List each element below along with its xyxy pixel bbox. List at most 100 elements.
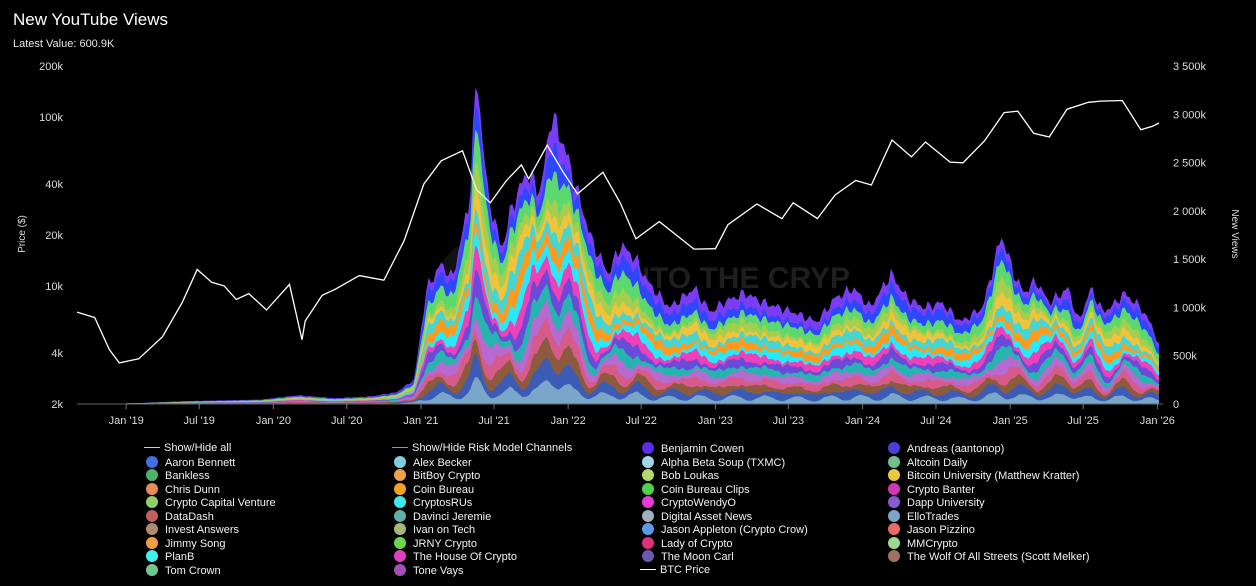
legend-label: BitBoy Crypto bbox=[413, 470, 481, 482]
legend-label: Show/Hide Risk Model Channels bbox=[412, 442, 573, 454]
legend-item[interactable]: Crypto Capital Venture bbox=[146, 496, 276, 509]
legend-item[interactable]: Coin Bureau Clips bbox=[642, 482, 750, 496]
legend-label: PlanB bbox=[165, 551, 195, 563]
legend-dot-swatch bbox=[642, 509, 654, 522]
legend-item[interactable]: Jimmy Song bbox=[146, 536, 226, 550]
legend-item[interactable]: The Wolf Of All Streets (Scott Melker) bbox=[888, 550, 1090, 563]
legend-item[interactable]: CryptosRUs bbox=[394, 496, 472, 509]
legend-label: Bankless bbox=[165, 470, 210, 482]
legend-dot-swatch bbox=[394, 563, 406, 576]
legend-item[interactable]: Altcoin Daily bbox=[888, 455, 968, 469]
x-tick-label: Jan '26 bbox=[1140, 415, 1175, 427]
legend-item[interactable]: Invest Answers bbox=[146, 523, 239, 536]
legend-label: Crypto Capital Venture bbox=[165, 497, 276, 509]
legend-label: The Wolf Of All Streets (Scott Melker) bbox=[907, 551, 1090, 563]
legend-label: Crypto Banter bbox=[907, 483, 975, 496]
legend-item[interactable]: BitBoy Crypto bbox=[394, 469, 480, 482]
legend-line-swatch bbox=[392, 447, 408, 448]
legend-item[interactable]: Benjamin Cowen bbox=[642, 442, 744, 455]
legend-item[interactable]: Andreas (aantonop) bbox=[888, 442, 1004, 455]
legend-item[interactable]: Jason Appleton (Crypto Crow) bbox=[642, 523, 808, 536]
legend-dot-swatch bbox=[146, 455, 158, 468]
legend-dot-swatch bbox=[146, 550, 158, 562]
left-tick-label: 4k bbox=[51, 348, 63, 360]
btc-price-line-group bbox=[76, 99, 1160, 364]
legend-label: The House Of Crypto bbox=[413, 551, 517, 563]
right-tick-label: 2 500k bbox=[1173, 158, 1207, 170]
legend-dot-swatch bbox=[394, 455, 406, 468]
legend-item[interactable]: Jason Pizzino bbox=[888, 523, 975, 536]
legend-label: Davinci Jeremie bbox=[413, 510, 492, 523]
legend-item[interactable]: Alpha Beta Soup (TXMC) bbox=[642, 455, 785, 469]
legend-dot-swatch bbox=[888, 482, 900, 495]
legend-label: Coin Bureau Clips bbox=[661, 483, 750, 496]
legend-item[interactable]: MMCrypto bbox=[888, 536, 958, 550]
legend-item[interactable]: Show/Hide Risk Model Channels bbox=[392, 442, 573, 455]
legend-item[interactable]: BTC Price bbox=[640, 563, 711, 577]
legend-item[interactable]: Chris Dunn bbox=[146, 482, 220, 496]
legend-item[interactable]: ElloTrades bbox=[888, 509, 959, 523]
legend-item[interactable]: The Moon Carl bbox=[642, 550, 734, 563]
legend-label: BTC Price bbox=[660, 563, 711, 576]
stacked-view-areas bbox=[126, 87, 1160, 405]
legend-item[interactable]: Crypto Banter bbox=[888, 482, 975, 496]
legend-dot-swatch bbox=[888, 536, 900, 549]
legend-item[interactable]: DataDash bbox=[146, 509, 214, 523]
x-tick-label: Jul '21 bbox=[478, 415, 509, 427]
legend-item[interactable]: PlanB bbox=[146, 550, 194, 563]
views-price-chart: 2k 4k 10k 20k 40k 100k 200k 0 500k 1 000k 1 500k 2 … bbox=[17, 61, 1240, 427]
right-tick-label: 500k bbox=[1173, 351, 1197, 363]
legend-dot-swatch bbox=[146, 536, 158, 549]
legend-dot-swatch bbox=[888, 509, 900, 522]
x-tick-label: Jan '19 bbox=[109, 415, 144, 427]
legend: Show/Hide all Show/Hide Risk Model Channe… bbox=[144, 442, 1256, 582]
chart-title: New YouTube Views bbox=[13, 10, 168, 29]
legend-label: Bob Loukas bbox=[661, 470, 720, 482]
legend-item[interactable]: Bob Loukas bbox=[642, 469, 719, 482]
legend-item[interactable]: Tone Vays bbox=[394, 563, 464, 577]
legend-item[interactable]: Lady of Crypto bbox=[642, 536, 733, 550]
legend-item[interactable]: Dapp University bbox=[888, 496, 985, 509]
legend-label: Bitcoin University (Matthew Kratter) bbox=[907, 470, 1080, 482]
left-tick-label: 100k bbox=[39, 112, 63, 124]
right-axis-title: New Views bbox=[1229, 209, 1240, 258]
legend-dot-swatch bbox=[642, 536, 654, 549]
legend-item[interactable]: The House Of Crypto bbox=[394, 550, 517, 563]
right-tick-label: 1 500k bbox=[1173, 254, 1207, 266]
legend-item[interactable]: Alex Becker bbox=[394, 455, 472, 469]
legend-item[interactable]: Show/Hide all bbox=[144, 442, 231, 455]
legend-dot-swatch bbox=[642, 442, 654, 454]
legend-line-swatch bbox=[144, 447, 160, 448]
legend-item[interactable]: JRNY Crypto bbox=[394, 536, 477, 550]
legend-dot-swatch bbox=[888, 496, 900, 508]
legend-dot-swatch bbox=[642, 482, 654, 495]
x-tick-label: Jan '21 bbox=[403, 415, 438, 427]
legend-line-swatch bbox=[640, 568, 656, 570]
legend-dot-swatch bbox=[642, 455, 654, 468]
legend-dot-swatch bbox=[146, 523, 158, 535]
views-band bbox=[126, 376, 1160, 404]
legend-item[interactable]: CryptoWendyO bbox=[642, 496, 736, 509]
legend-label: Tom Crown bbox=[165, 564, 221, 577]
legend-dot-swatch bbox=[394, 550, 406, 562]
legend-item[interactable]: Coin Bureau bbox=[394, 482, 474, 496]
legend-dot-swatch bbox=[394, 523, 406, 535]
views-band bbox=[126, 317, 1160, 404]
legend-item[interactable]: Davinci Jeremie bbox=[394, 509, 492, 523]
right-tick-label: 3 000k bbox=[1173, 109, 1207, 121]
right-tick-label: 2 000k bbox=[1173, 206, 1207, 218]
legend-dot-swatch bbox=[642, 523, 654, 535]
legend-label: Ivan on Tech bbox=[413, 524, 476, 536]
legend-item[interactable]: Tom Crown bbox=[146, 563, 221, 577]
left-tick-label: 20k bbox=[45, 230, 63, 242]
legend-label: Lady of Crypto bbox=[661, 537, 733, 550]
legend-dot-swatch bbox=[394, 496, 406, 508]
legend-item[interactable]: Aaron Bennett bbox=[146, 455, 235, 469]
legend-item[interactable]: Digital Asset News bbox=[642, 509, 752, 523]
legend-label: Benjamin Cowen bbox=[661, 443, 745, 455]
btc-price-line bbox=[76, 99, 1160, 364]
legend-item[interactable]: Bankless bbox=[146, 469, 210, 482]
legend-item[interactable]: Bitcoin University (Matthew Kratter) bbox=[888, 469, 1079, 482]
legend-item[interactable]: Ivan on Tech bbox=[394, 523, 475, 536]
legend-dot-swatch bbox=[888, 469, 900, 481]
